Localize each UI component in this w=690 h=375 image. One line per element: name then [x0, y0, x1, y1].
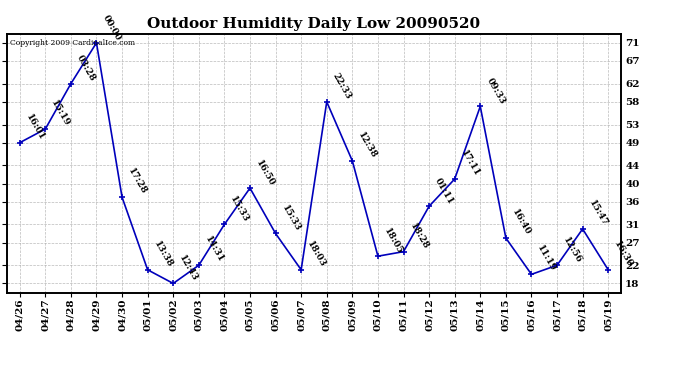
- Text: 16:30: 16:30: [612, 240, 635, 269]
- Text: 16:40: 16:40: [510, 208, 532, 237]
- Text: 12:56: 12:56: [561, 235, 583, 264]
- Text: 16:01: 16:01: [24, 112, 46, 142]
- Text: 14:31: 14:31: [203, 235, 225, 264]
- Text: 15:19: 15:19: [50, 99, 72, 128]
- Text: 17:11: 17:11: [459, 149, 481, 178]
- Text: 17:28: 17:28: [126, 167, 148, 196]
- Text: 00:00: 00:00: [101, 13, 122, 42]
- Text: 15:33: 15:33: [279, 203, 302, 233]
- Text: 11:19: 11:19: [535, 244, 558, 274]
- Text: 15:47: 15:47: [586, 199, 609, 228]
- Text: 12:38: 12:38: [357, 130, 379, 160]
- Text: 18:28: 18:28: [408, 221, 430, 251]
- Text: 18:05: 18:05: [382, 226, 404, 255]
- Text: 09:33: 09:33: [484, 76, 506, 106]
- Text: Copyright 2009 CardinalIce.com: Copyright 2009 CardinalIce.com: [10, 39, 135, 47]
- Text: 18:03: 18:03: [305, 240, 328, 269]
- Text: 12:43: 12:43: [177, 253, 199, 283]
- Text: 03:28: 03:28: [75, 54, 97, 83]
- Text: 13:38: 13:38: [152, 239, 174, 269]
- Title: Outdoor Humidity Daily Low 20090520: Outdoor Humidity Daily Low 20090520: [148, 17, 480, 31]
- Text: 01:11: 01:11: [433, 176, 455, 206]
- Text: 16:50: 16:50: [254, 158, 276, 188]
- Text: 15:33: 15:33: [228, 194, 250, 224]
- Text: 22:33: 22:33: [331, 72, 353, 101]
